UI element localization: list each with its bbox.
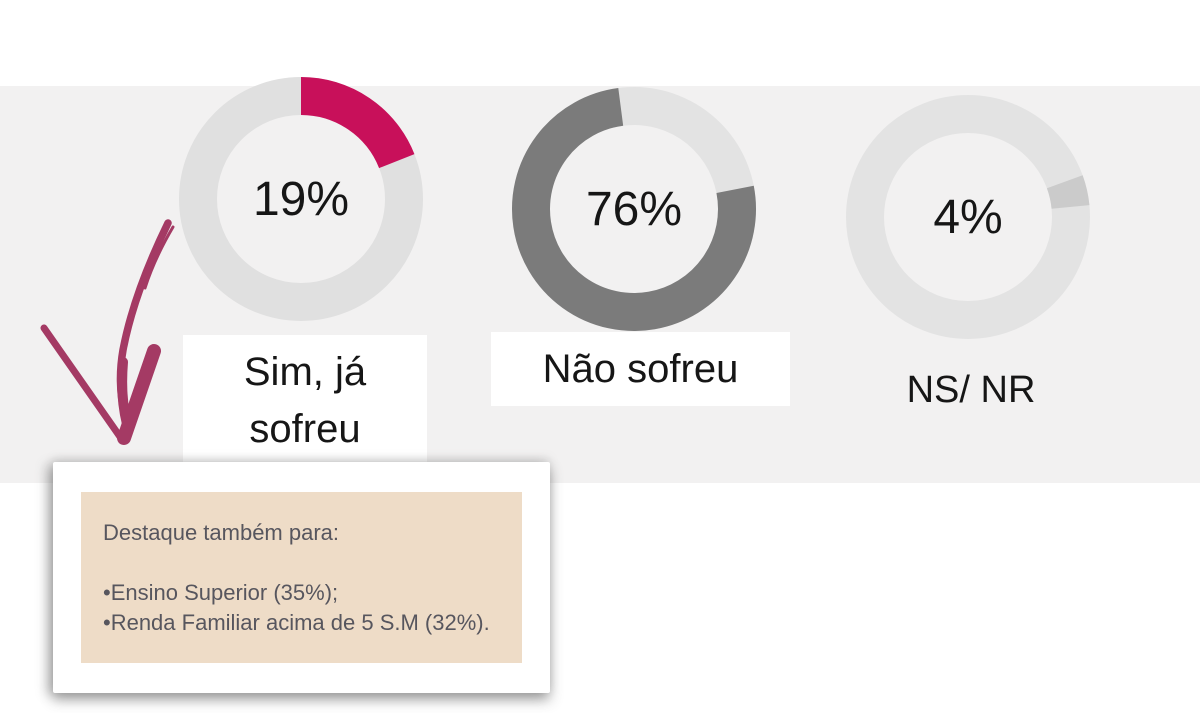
callout-card: Destaque também para: •Ensino Superior (… — [53, 462, 550, 693]
callout-panel: Destaque também para: •Ensino Superior (… — [81, 492, 522, 663]
donut-chart-ns-nr: 4% — [843, 92, 1093, 342]
callout-bullet: •Ensino Superior (35%); — [103, 580, 339, 605]
curved-arrow-icon — [35, 210, 185, 455]
donut-percent-label: 76% — [585, 182, 683, 236]
callout-bullet: •Renda Familiar acima de 5 S.M (32%). — [103, 610, 490, 635]
donut-ring — [846, 95, 1090, 339]
donut-percent-label: 4% — [933, 190, 1003, 244]
label-ns-nr: NS/ NR — [862, 364, 1080, 416]
category-label-line: Sim, já — [243, 349, 367, 394]
donut-ring — [512, 87, 756, 331]
category-label-line: sofreu — [249, 406, 361, 451]
donut-ring — [179, 77, 423, 321]
donut-percent-label: 19% — [252, 172, 350, 226]
donut-chart-nao-sofreu: 76% — [509, 84, 759, 334]
donut-chart-sim-ja-sofreu: 19% — [176, 74, 426, 324]
label-card-nao-sofreu: Não sofreu — [491, 332, 790, 406]
label-card-sim-ja-sofreu: Sim, já sofreu — [183, 335, 427, 466]
curved-arrow-svg — [40, 219, 175, 445]
callout-spacer — [103, 548, 504, 578]
category-label-line: NS/ NR — [906, 369, 1036, 411]
callout-heading: Destaque também para: — [103, 520, 340, 545]
category-label-line: Não sofreu — [542, 347, 739, 391]
